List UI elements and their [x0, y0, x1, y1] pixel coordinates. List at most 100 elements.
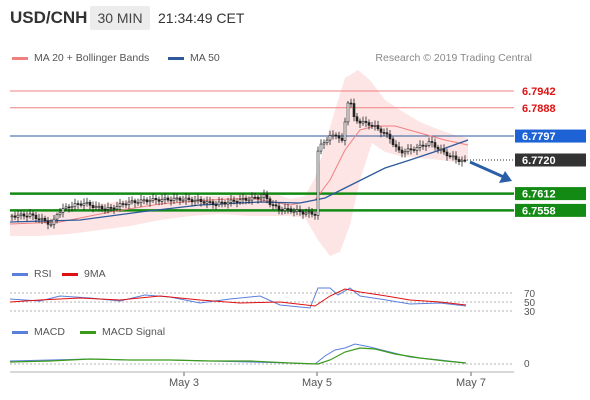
candle-body	[166, 197, 170, 201]
candle-body	[406, 148, 410, 152]
candle-body	[70, 206, 74, 209]
candle-body	[442, 148, 446, 153]
candle-body	[358, 120, 362, 124]
candle-body	[226, 201, 230, 205]
candle-body	[109, 207, 113, 209]
candle-body	[403, 151, 407, 154]
candle-body	[82, 202, 86, 206]
price-tag-bg-2	[515, 129, 586, 143]
candlestick-series	[10, 98, 467, 230]
forecast-arrowhead	[499, 171, 512, 183]
candle-body	[76, 203, 80, 205]
candle-body	[349, 102, 353, 105]
clock-label: 21:34:49 CET	[158, 10, 245, 26]
candle-body	[19, 213, 23, 216]
price-tag-bg-4	[515, 187, 586, 201]
candle-body	[397, 146, 401, 151]
candle-body	[241, 198, 245, 200]
forecast-arrow	[469, 160, 507, 180]
candle-body	[259, 196, 263, 200]
candle-body	[115, 206, 119, 210]
candle-body	[448, 155, 452, 158]
candle-body	[436, 146, 440, 150]
ma50-swatch	[168, 56, 184, 60]
candle-body	[124, 203, 128, 206]
candle-body	[376, 125, 380, 130]
macd-legend-label: MACD	[34, 326, 65, 338]
candle-body	[439, 148, 443, 151]
candle-body	[79, 203, 83, 206]
candle-body	[10, 215, 14, 218]
x-tick-label: May 7	[456, 377, 486, 389]
candle-body	[316, 150, 320, 216]
candle-body	[274, 204, 278, 207]
candle-body	[88, 201, 92, 206]
candle-body	[268, 198, 272, 205]
candle-body	[28, 213, 32, 217]
rsi-level-label-70: 70	[524, 289, 536, 300]
candle-body	[292, 211, 296, 213]
candle-body	[37, 218, 41, 221]
candle-body	[421, 144, 425, 147]
candle-body	[229, 199, 233, 203]
candle-body	[67, 206, 71, 209]
candle-body	[118, 203, 122, 207]
candle-body	[382, 132, 386, 134]
candle-body	[106, 207, 110, 210]
ma50-line	[9, 139, 469, 223]
candle-body	[127, 201, 131, 205]
macd-signal-legend-label: MACD Signal	[102, 326, 166, 338]
candle-body	[253, 196, 257, 199]
macd-zero-label: 0	[524, 359, 530, 370]
candle-body	[235, 201, 239, 203]
candle-body	[304, 212, 308, 215]
candle-body	[265, 194, 269, 200]
candle-body	[412, 149, 416, 151]
candle-body	[142, 199, 146, 202]
candle-body	[172, 197, 176, 201]
candle-body	[325, 139, 329, 144]
candle-body	[430, 141, 434, 143]
candle-body	[295, 209, 299, 212]
candle-body	[202, 201, 206, 204]
candle-body	[463, 159, 467, 162]
candle-body	[313, 213, 317, 216]
price-tag-bg-3	[515, 153, 586, 167]
candle-body	[418, 144, 422, 148]
candle-body	[319, 143, 323, 152]
candle-body	[223, 202, 227, 205]
rsi-legend-label: RSI	[34, 268, 52, 280]
candle-body	[151, 198, 155, 201]
chart-header: USD/CNH 30 MIN 21:34:49 CET	[0, 0, 590, 36]
x-tick-label: May 3	[169, 377, 199, 389]
candle-body	[364, 120, 368, 123]
candle-body	[250, 196, 254, 201]
candle-body	[61, 208, 65, 213]
ma50-legend: MA 50	[168, 52, 220, 64]
macd-signal-legend: MACD Signal	[80, 326, 165, 338]
rsi-ma-legend-label: 9MA	[84, 268, 106, 280]
candle-body	[346, 102, 350, 123]
candle-body	[214, 204, 218, 207]
candle-body	[40, 217, 44, 220]
price-tag-0: 6.7942	[522, 86, 556, 98]
candle-body	[205, 201, 209, 204]
candle-body	[121, 203, 125, 205]
candle-body	[256, 196, 260, 200]
timeframe-selector[interactable]: 30 MIN	[90, 6, 150, 30]
candle-body	[370, 125, 374, 127]
candle-body	[157, 199, 161, 202]
candle-body	[133, 200, 137, 203]
candle-body	[283, 208, 287, 211]
candle-body	[328, 135, 332, 141]
candle-body	[394, 144, 398, 148]
candle-body	[340, 137, 344, 141]
candle-body	[331, 134, 335, 137]
candle-body	[139, 199, 143, 203]
candle-body	[457, 159, 461, 163]
price-tag-5: 6.7558	[522, 205, 556, 217]
macd-swatch	[12, 330, 28, 334]
candle-body	[43, 217, 47, 222]
candle-body	[409, 148, 413, 151]
